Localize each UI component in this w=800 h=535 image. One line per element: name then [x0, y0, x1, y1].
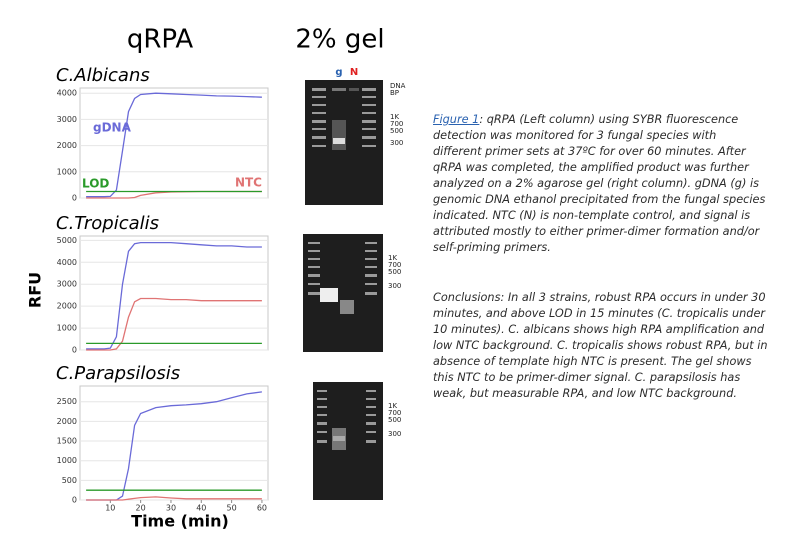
x-tick-label: 30 — [166, 504, 176, 513]
gel-1 — [305, 80, 383, 205]
plot-area — [79, 385, 269, 501]
marker-label: DNA — [390, 82, 406, 90]
lane-label: g — [335, 67, 342, 78]
x-axis-label: Time (min) — [131, 512, 229, 531]
y-tick-label: 2000 — [57, 302, 77, 311]
marker-label: 700 — [390, 120, 403, 128]
series-line — [86, 92, 262, 198]
y-tick-label: 4000 — [57, 258, 77, 267]
y-tick-label: 500 — [62, 476, 77, 485]
series-line — [86, 297, 262, 351]
y-tick-label: 3000 — [57, 115, 77, 124]
y-tick-label: 2000 — [57, 417, 77, 426]
x-tick-label: 40 — [196, 504, 206, 513]
ladder — [308, 242, 377, 295]
marker-label: BP — [390, 89, 399, 97]
column-header: qRPA — [127, 25, 194, 55]
ladder — [317, 390, 376, 443]
y-tick-label: 4000 — [57, 89, 77, 98]
y-tick-label: 1000 — [57, 167, 77, 176]
x-tick-label: 60 — [257, 504, 267, 513]
y-tick-label: 1500 — [57, 437, 77, 446]
marker-label: 1K — [388, 402, 397, 410]
caption-text: : qRPA (Left column) using SYBR fluoresc… — [433, 113, 766, 254]
y-tick-label: 0 — [72, 194, 77, 203]
y-tick-label: 1000 — [57, 456, 77, 465]
y-tick-label: 0 — [72, 496, 77, 505]
column-header: 2% gel — [295, 25, 384, 55]
marker-label: 300 — [390, 139, 403, 147]
y-tick-label: 2000 — [57, 141, 77, 150]
y-axis-label: RFU — [26, 272, 45, 308]
marker-label: 500 — [388, 268, 401, 276]
y-tick-label: 0 — [72, 346, 77, 355]
marker-label: 500 — [390, 127, 403, 135]
marker-label: 700 — [388, 409, 401, 417]
gel-3 — [313, 382, 383, 500]
caption: Figure 1: qRPA (Left column) using SYBR … — [433, 112, 768, 256]
marker-label: 300 — [388, 430, 401, 438]
chart-title: C.Albicans — [56, 65, 150, 86]
series-label: LOD — [82, 177, 109, 191]
y-tick-label: 3000 — [57, 280, 77, 289]
plot-area — [79, 87, 269, 199]
marker-label: 700 — [388, 261, 401, 269]
series-line — [86, 241, 262, 350]
plot-area — [79, 235, 269, 351]
x-tick-label: 20 — [136, 504, 146, 513]
x-tick-label: 10 — [105, 504, 115, 513]
x-tick-label: 50 — [227, 504, 237, 513]
marker-label: 300 — [388, 282, 401, 290]
gel-2 — [303, 234, 383, 352]
figure-label: Figure 1 — [433, 113, 480, 126]
marker-label: 1K — [390, 113, 399, 121]
chart-title: C.Parapsilosis — [56, 363, 180, 384]
conclusions: Conclusions: In all 3 strains, robust RP… — [433, 291, 768, 400]
lane-label: N — [350, 67, 358, 78]
marker-label: 500 — [388, 416, 401, 424]
series-line — [86, 496, 262, 501]
y-tick-label: 2500 — [57, 397, 77, 406]
series-label: gDNA — [93, 121, 132, 135]
y-tick-label: 1000 — [57, 324, 77, 333]
series-label: NTC — [235, 176, 262, 190]
chart-title: C.Tropicalis — [56, 213, 159, 234]
marker-label: 1K — [388, 254, 397, 262]
ladder — [312, 88, 376, 147]
y-tick-label: 5000 — [57, 236, 77, 245]
